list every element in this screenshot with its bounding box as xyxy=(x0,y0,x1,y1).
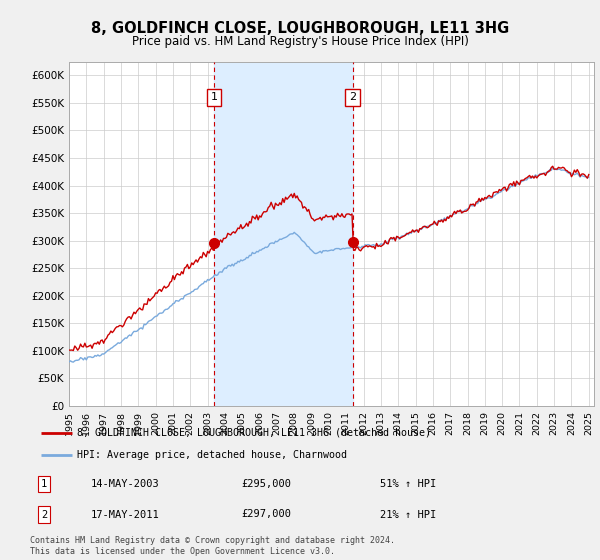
Text: 14-MAY-2003: 14-MAY-2003 xyxy=(91,479,160,489)
Text: 8, GOLDFINCH CLOSE, LOUGHBOROUGH, LE11 3HG (detached house): 8, GOLDFINCH CLOSE, LOUGHBOROUGH, LE11 3… xyxy=(77,428,431,438)
Text: 21% ↑ HPI: 21% ↑ HPI xyxy=(380,510,436,520)
Text: 1: 1 xyxy=(41,479,47,489)
Text: £295,000: £295,000 xyxy=(241,479,291,489)
Text: Price paid vs. HM Land Registry's House Price Index (HPI): Price paid vs. HM Land Registry's House … xyxy=(131,35,469,48)
Text: 17-MAY-2011: 17-MAY-2011 xyxy=(91,510,160,520)
Text: 1: 1 xyxy=(211,92,218,102)
Text: Contains HM Land Registry data © Crown copyright and database right 2024.
This d: Contains HM Land Registry data © Crown c… xyxy=(30,536,395,556)
Text: 2: 2 xyxy=(349,92,356,102)
Text: 2: 2 xyxy=(41,510,47,520)
Text: 51% ↑ HPI: 51% ↑ HPI xyxy=(380,479,436,489)
Text: HPI: Average price, detached house, Charnwood: HPI: Average price, detached house, Char… xyxy=(77,450,347,460)
Text: £297,000: £297,000 xyxy=(241,510,291,520)
Text: 8, GOLDFINCH CLOSE, LOUGHBOROUGH, LE11 3HG: 8, GOLDFINCH CLOSE, LOUGHBOROUGH, LE11 3… xyxy=(91,21,509,36)
Bar xyxy=(214,62,353,406)
